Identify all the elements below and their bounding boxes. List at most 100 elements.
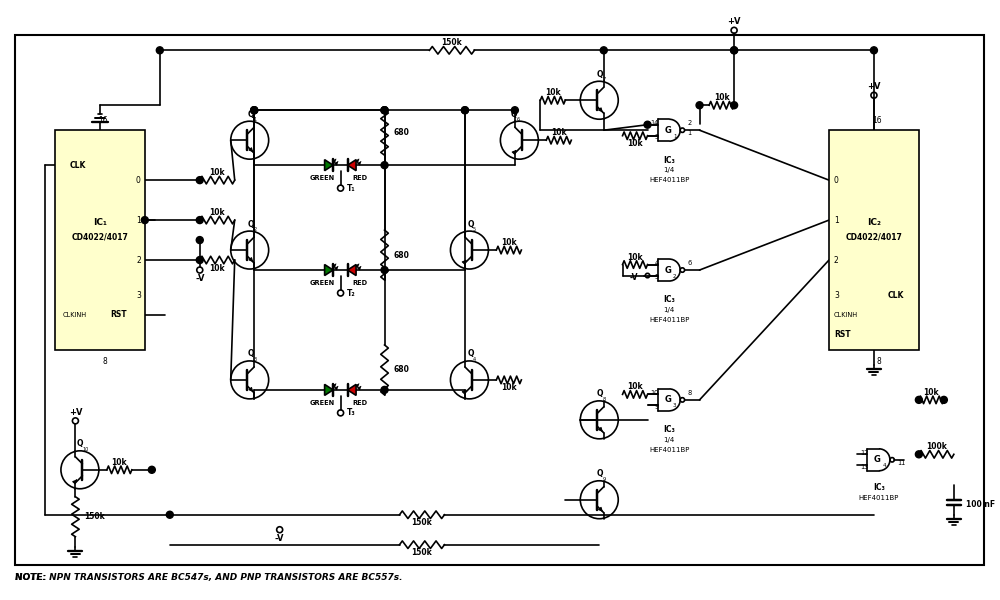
Text: Q: Q: [597, 389, 604, 398]
Text: 10k: 10k: [714, 93, 729, 102]
Text: IC₃: IC₃: [663, 295, 675, 304]
Text: G: G: [664, 266, 671, 275]
Text: 2: 2: [253, 227, 256, 232]
Text: -V: -V: [630, 272, 639, 281]
Circle shape: [381, 266, 388, 274]
Text: 2: 2: [834, 256, 839, 265]
Circle shape: [148, 466, 155, 473]
Text: 1/4: 1/4: [664, 437, 675, 443]
Text: HEF4011BP: HEF4011BP: [649, 447, 689, 453]
Text: T₁: T₁: [347, 184, 355, 193]
Text: 10k: 10k: [209, 208, 225, 217]
Text: 10k: 10k: [551, 128, 567, 137]
Text: IC₃: IC₃: [873, 483, 885, 492]
Text: 100 nF: 100 nF: [966, 500, 995, 509]
Text: 3: 3: [834, 290, 839, 299]
Text: GREEN: GREEN: [310, 175, 335, 181]
Circle shape: [915, 451, 922, 458]
Text: NOTE: NPN TRANSISTORS ARE BC547s, AND PNP TRANSISTORS ARE BC557s.: NOTE: NPN TRANSISTORS ARE BC547s, AND PN…: [15, 573, 402, 582]
Circle shape: [381, 386, 388, 394]
Text: 1: 1: [688, 130, 692, 136]
Text: Q: Q: [467, 220, 474, 229]
Text: CLKINH: CLKINH: [63, 312, 87, 318]
Circle shape: [915, 397, 922, 403]
Text: Q: Q: [247, 220, 254, 229]
Text: 5: 5: [654, 274, 659, 280]
Text: T₃: T₃: [347, 409, 355, 418]
Text: 10k: 10k: [209, 168, 225, 177]
Circle shape: [381, 107, 388, 114]
Circle shape: [196, 257, 203, 263]
Text: 1: 1: [136, 215, 141, 224]
Circle shape: [644, 121, 651, 128]
Text: 10k: 10k: [627, 382, 643, 391]
Circle shape: [196, 217, 203, 224]
Text: 0: 0: [136, 176, 141, 185]
Text: 16: 16: [872, 116, 882, 125]
Text: 12: 12: [860, 450, 868, 456]
Text: IC₃: IC₃: [663, 425, 675, 434]
Text: 4: 4: [654, 260, 659, 266]
Polygon shape: [325, 265, 333, 275]
Text: 9: 9: [603, 477, 606, 482]
Text: Q: Q: [77, 439, 83, 448]
Text: 1: 1: [253, 117, 256, 122]
Text: 10: 10: [650, 390, 659, 396]
Bar: [829, 130, 919, 350]
Text: T₂: T₂: [347, 289, 355, 298]
Polygon shape: [325, 385, 333, 395]
Text: 10k: 10k: [112, 458, 127, 467]
Text: 10: 10: [82, 447, 89, 452]
Circle shape: [381, 161, 388, 169]
Text: 4: 4: [473, 357, 476, 362]
Text: 10k: 10k: [501, 238, 517, 247]
Circle shape: [511, 107, 518, 114]
Text: CLK: CLK: [888, 290, 904, 299]
Circle shape: [196, 176, 203, 184]
Text: IC₂: IC₂: [867, 218, 881, 227]
Text: 1/4: 1/4: [664, 307, 675, 313]
Circle shape: [870, 47, 877, 54]
Circle shape: [731, 102, 738, 109]
Bar: [15, 35, 984, 565]
Polygon shape: [325, 160, 333, 170]
Circle shape: [600, 47, 607, 54]
Text: 3: 3: [253, 357, 256, 362]
Text: Q: Q: [467, 349, 474, 358]
Circle shape: [731, 47, 738, 54]
Text: 680: 680: [393, 128, 409, 137]
Text: CLK: CLK: [70, 161, 86, 170]
Circle shape: [156, 47, 163, 54]
Text: GREEN: GREEN: [310, 400, 335, 406]
Text: 100k: 100k: [926, 442, 947, 451]
Text: HEF4011BP: HEF4011BP: [859, 495, 899, 501]
Text: 150k: 150k: [442, 38, 462, 47]
Text: RST: RST: [834, 331, 851, 340]
Text: IC₃: IC₃: [663, 155, 675, 164]
Text: Q: Q: [247, 110, 254, 119]
Text: GREEN: GREEN: [310, 280, 335, 286]
Text: 2: 2: [136, 256, 141, 265]
Text: 16: 16: [98, 116, 108, 125]
Text: G: G: [664, 126, 671, 135]
Text: CD4022/4017: CD4022/4017: [71, 233, 128, 242]
Text: 10k: 10k: [924, 388, 939, 397]
Text: 10k: 10k: [627, 139, 643, 148]
Text: -V: -V: [195, 274, 205, 283]
Text: 3: 3: [673, 403, 676, 409]
Circle shape: [731, 47, 738, 54]
Text: HEF4011BP: HEF4011BP: [649, 317, 689, 323]
Text: 4: 4: [883, 463, 886, 469]
Text: 680: 680: [393, 365, 409, 374]
Text: 10k: 10k: [545, 88, 561, 97]
Text: 3: 3: [655, 134, 659, 140]
Polygon shape: [348, 265, 356, 275]
Text: 10k: 10k: [627, 253, 643, 262]
Polygon shape: [348, 160, 356, 170]
Text: 6: 6: [517, 117, 520, 122]
Text: RST: RST: [110, 310, 126, 319]
Circle shape: [251, 107, 258, 114]
Text: RED: RED: [352, 280, 367, 286]
Text: IC₁: IC₁: [93, 218, 107, 227]
Text: +V: +V: [727, 17, 741, 26]
